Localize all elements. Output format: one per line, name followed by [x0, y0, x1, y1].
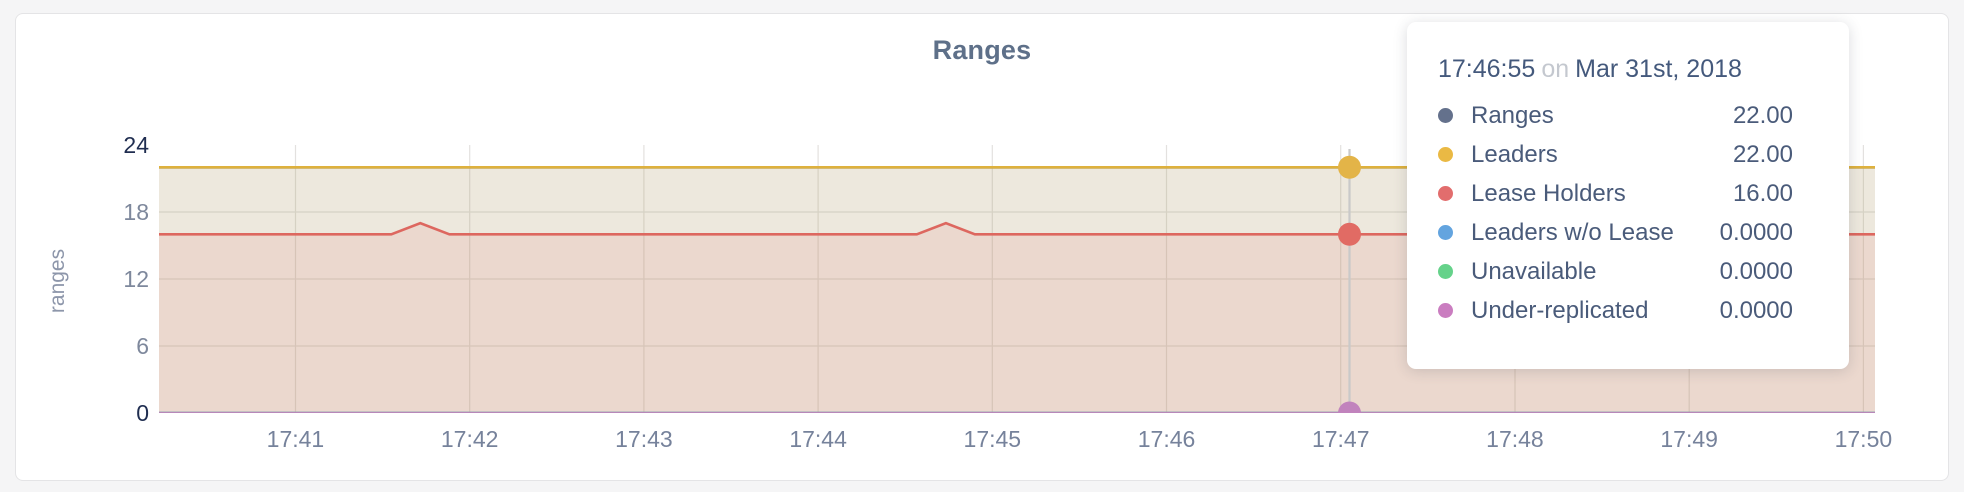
series-label: Leaders w/o Lease [1471, 218, 1674, 246]
tooltip-row: Leaders w/o Lease 0.0000 [1438, 213, 1821, 252]
y-tick-label: 12 [123, 266, 149, 292]
series-label: Leaders [1471, 140, 1558, 168]
series-value: 0.0000 [1719, 257, 1793, 285]
tooltip-row: Under-replicated 0.0000 [1438, 291, 1821, 330]
y-tick-label: 24 [123, 132, 149, 158]
x-tick-label: 17:45 [963, 426, 1022, 452]
series-color-dot [1438, 303, 1453, 318]
tooltip-row: Lease Holders 16.00 [1438, 174, 1821, 213]
series-value: 0.0000 [1719, 296, 1793, 324]
series-label: Unavailable [1471, 257, 1597, 285]
tooltip-row: Unavailable 0.0000 [1438, 252, 1821, 291]
y-axis-title: ranges [46, 248, 69, 314]
chart-card: Ranges ranges 0 6 12 18 24 17:41 17:42 17:43 17… [15, 13, 1949, 481]
tooltip-row: Ranges 22.00 [1438, 96, 1821, 135]
tooltip-row: Leaders 22.00 [1438, 135, 1821, 174]
series-color-dot [1438, 108, 1453, 123]
series-label: Ranges [1471, 101, 1554, 129]
series-value: 0.0000 [1719, 218, 1793, 246]
series-color-dot [1438, 186, 1453, 201]
hover-tooltip: 17:46:55 on Mar 31st, 2018 Ranges 22.00 Le… [1407, 22, 1849, 369]
x-tick-label: 17:49 [1660, 426, 1718, 452]
series-value: 22.00 [1732, 140, 1793, 168]
tooltip-on-text: on [1541, 55, 1570, 83]
y-tick-label: 0 [136, 400, 149, 426]
series-color-dot [1438, 147, 1453, 162]
tooltip-header: 17:46:55 on Mar 31st, 2018 [1438, 54, 1821, 84]
x-tick-label: 17:44 [789, 426, 847, 452]
x-tick-label: 17:47 [1311, 426, 1370, 452]
tooltip-time: 17:46:55 [1438, 55, 1536, 83]
y-tick-label: 6 [136, 333, 149, 359]
series-value: 22.00 [1732, 101, 1793, 129]
x-tick-label: 17:50 [1834, 426, 1893, 452]
series-color-dot [1438, 264, 1453, 279]
series-value: 16.00 [1732, 179, 1793, 207]
x-tick-label: 17:48 [1486, 426, 1544, 452]
x-tick-label: 17:42 [440, 426, 499, 452]
x-tick-label: 17:46 [1137, 426, 1196, 452]
tooltip-date: Mar 31st, 2018 [1575, 55, 1742, 83]
series-label: Lease Holders [1471, 179, 1626, 207]
x-tick-label: 17:41 [266, 426, 325, 452]
series-label: Under-replicated [1471, 296, 1649, 324]
series-color-dot [1438, 225, 1453, 240]
chart-title: Ranges [932, 35, 1032, 65]
y-tick-label: 18 [123, 199, 149, 225]
x-tick-label: 17:43 [615, 426, 673, 452]
